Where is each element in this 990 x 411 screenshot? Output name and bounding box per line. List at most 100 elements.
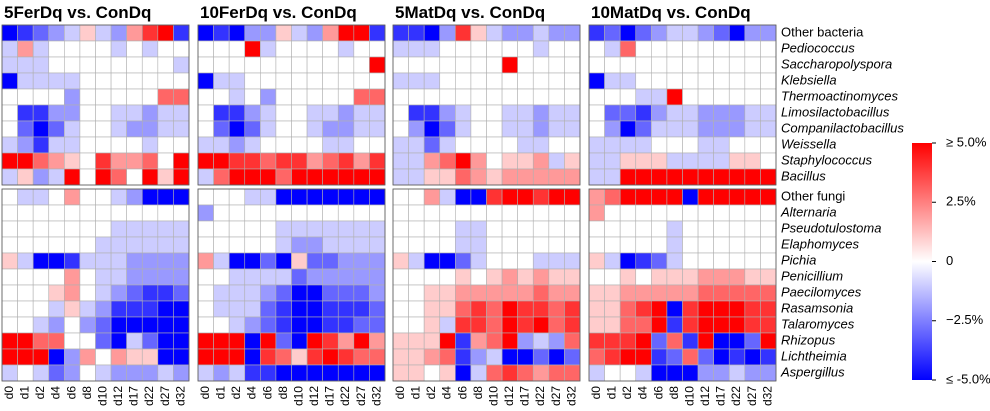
heatmap-cell [682, 236, 699, 254]
heatmap-cell [306, 316, 323, 334]
heatmap-cell [369, 252, 386, 270]
heatmap-cell [651, 300, 668, 318]
column-label: d22 [533, 386, 547, 406]
heatmap-cell [1, 104, 18, 122]
heatmap-cell [337, 24, 355, 42]
heatmap-cell [64, 204, 81, 222]
heatmap-cell [306, 24, 323, 42]
heatmap-cell [244, 204, 261, 222]
heatmap-cell [197, 72, 214, 90]
heatmap-cell [79, 152, 96, 170]
heatmap-cell [306, 236, 323, 254]
heatmap-cell [79, 300, 96, 318]
heatmap-cell [564, 24, 581, 42]
heatmap-cell [728, 220, 746, 238]
heatmap-cell [244, 136, 261, 154]
panel-border [392, 24, 581, 186]
heatmap-cell [470, 40, 487, 58]
column-label: d1 [605, 386, 619, 400]
heatmap-cell [635, 348, 652, 366]
heatmap-cell [48, 284, 65, 302]
heatmap-cell [369, 24, 386, 42]
heatmap-cell [588, 168, 605, 186]
heatmap-cell [141, 72, 159, 90]
heatmap-cell [564, 152, 581, 170]
heatmap-cell [682, 348, 699, 366]
heatmap-cell [604, 88, 621, 106]
heatmap-cell [423, 316, 441, 334]
panel-border [197, 188, 386, 382]
heatmap-cell [95, 204, 112, 222]
heatmap-cell [532, 168, 550, 186]
row-label: Alternaria [780, 204, 837, 219]
heatmap-cell [173, 168, 190, 186]
heatmap-cell [501, 72, 518, 90]
heatmap-cell [110, 72, 127, 90]
heatmap-cell [470, 332, 487, 350]
heatmap-cell [713, 120, 730, 138]
heatmap-cell [501, 332, 518, 350]
heatmap-cell [760, 24, 777, 42]
heatmap-cell [197, 204, 214, 222]
heatmap-cell [110, 284, 127, 302]
heatmap-cell [713, 168, 730, 186]
heatmap-cell [470, 188, 487, 206]
heatmap-cell [141, 252, 159, 270]
heatmap-cell [141, 88, 159, 106]
heatmap-cell [455, 268, 472, 286]
heatmap-cell [517, 348, 534, 366]
heatmap-cell [337, 204, 355, 222]
heatmap-cell [392, 220, 409, 238]
heatmap-cell [48, 152, 65, 170]
heatmap-cell [17, 104, 34, 122]
heatmap-cell [635, 364, 652, 382]
heatmap-cell [353, 88, 370, 106]
heatmap-cell [17, 236, 34, 254]
heatmap-cell [744, 72, 761, 90]
heatmap-cell [157, 168, 174, 186]
heatmap-cell [760, 152, 777, 170]
heatmap-cell [423, 364, 441, 382]
heatmap-cell [291, 252, 308, 270]
column-label: d32 [564, 386, 578, 406]
heatmap-cell [744, 56, 761, 74]
heatmap-cell [95, 268, 112, 286]
column-label: d0 [198, 386, 212, 400]
heatmap-cell [532, 136, 550, 154]
column-label: d17 [127, 386, 141, 406]
heatmap-cell [651, 348, 668, 366]
heatmap-cell [408, 24, 425, 42]
heatmap-cell [353, 284, 370, 302]
heatmap-cell [1, 332, 18, 350]
heatmap-cell [275, 204, 292, 222]
heatmap-cell [17, 56, 34, 74]
heatmap-cell [1, 204, 18, 222]
row-label: Aspergillus [780, 364, 845, 379]
heatmap-cell [95, 236, 112, 254]
heatmap-cell [244, 316, 261, 334]
heatmap-cell [392, 348, 409, 366]
heatmap-cell [126, 300, 143, 318]
heatmap-cell [423, 168, 441, 186]
heatmap-cell [548, 300, 565, 318]
heatmap-cell [470, 152, 487, 170]
column-label: d4 [49, 386, 63, 400]
heatmap-cell [604, 268, 621, 286]
column-label: d17 [518, 386, 532, 406]
column-label: d8 [276, 386, 290, 400]
heatmap-cell [682, 284, 699, 302]
heatmap-cell [588, 24, 605, 42]
heatmap-cell [157, 88, 174, 106]
heatmap-cell [48, 236, 65, 254]
heatmap-cell [228, 252, 246, 270]
heatmap-cell [697, 220, 714, 238]
heatmap-cell [697, 24, 714, 42]
heatmap-cell [369, 220, 386, 238]
heatmap-cell [744, 348, 761, 366]
heatmap-cell [228, 332, 246, 350]
heatmap-cell [548, 72, 565, 90]
column-label: d6 [651, 386, 665, 400]
heatmap-cell [564, 300, 581, 318]
heatmap-cell [353, 268, 370, 286]
heatmap-cell [173, 88, 190, 106]
